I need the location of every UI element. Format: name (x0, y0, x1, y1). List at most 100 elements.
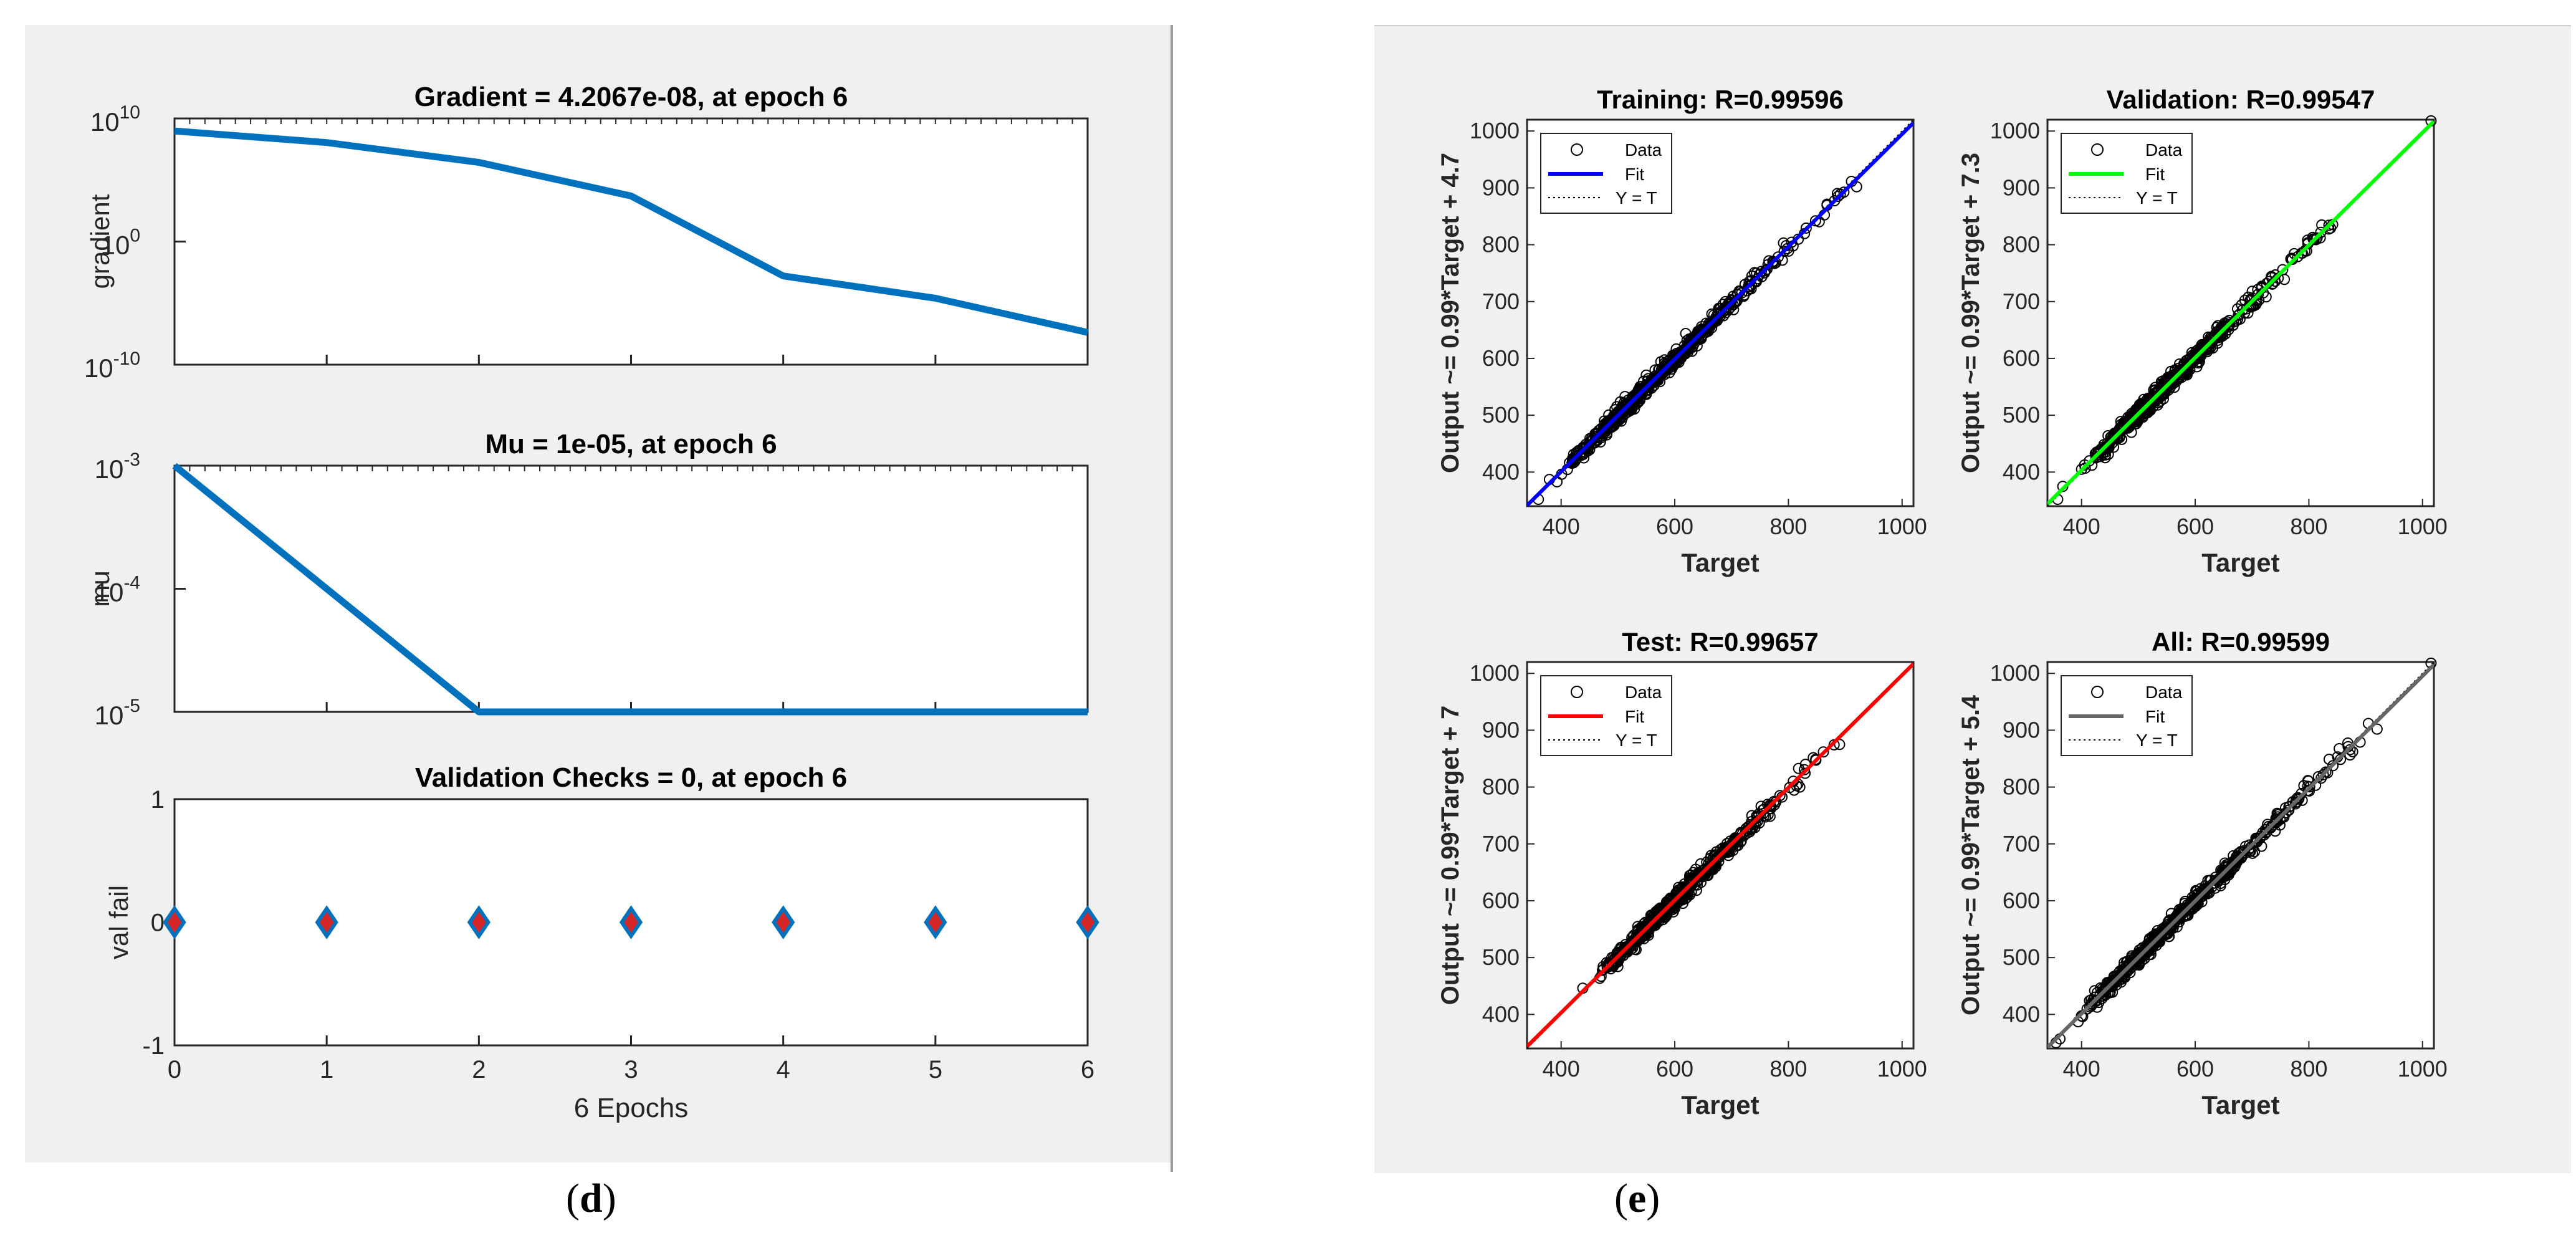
x-tick-label: 1000 (2398, 514, 2448, 539)
data-point (1762, 259, 1774, 271)
data-point (1810, 754, 1822, 766)
x-tick-label: 400 (2063, 1056, 2100, 1082)
legend-identity-label: Y = T (1616, 731, 1657, 750)
data-point (1829, 195, 1841, 206)
data-point (2108, 441, 2119, 453)
x-tick-label: 400 (1543, 1056, 1580, 1082)
panel-label-d-letter: d (579, 1176, 603, 1221)
data-point (1724, 297, 1736, 309)
y-tick-base: 10 (84, 353, 113, 383)
val-check-point (924, 905, 947, 939)
y-axis-label: Output ~= 0.99*Target + 7.3 (1957, 153, 1985, 473)
y-tick-label: 700 (2003, 831, 2040, 857)
legend-fit-label: Fit (1625, 165, 1644, 184)
panel-label-e: (e) (1614, 1176, 1660, 1221)
data-point (1640, 381, 1652, 393)
data-point (2087, 994, 2099, 1005)
data-point (1578, 452, 1590, 464)
data-point (2243, 844, 2254, 856)
y-axis-label: Output ~= 0.99*Target + 4.7 (1437, 153, 1464, 473)
data-point (2171, 912, 2183, 924)
series-line-1 (172, 463, 1088, 716)
x-tick-label: 600 (1656, 1056, 1693, 1082)
y-tick-label: 500 (1482, 402, 1520, 428)
legend-identity-label: Y = T (2136, 731, 2178, 750)
val-check-point (163, 905, 186, 939)
data-point (2175, 910, 2186, 922)
y-tick-label: 600 (2003, 345, 2040, 371)
legend-data-marker (1571, 686, 1583, 698)
y-tick-label: 700 (1482, 831, 1520, 857)
legend-identity-label: Y = T (2136, 188, 2178, 208)
data-point (1694, 867, 1706, 879)
data-point (1620, 403, 1632, 415)
data-point (2076, 1010, 2087, 1022)
data-point (2215, 871, 2227, 883)
val-check-point (619, 905, 643, 939)
x-axis-label: Target (1681, 1090, 1759, 1120)
regression-plot-1: 400 600 800 1000 400 500 600 700 800 900 1000 Data F… (1437, 85, 1927, 577)
y-tick-label: -1 (142, 1032, 165, 1060)
x-tick-label: 1000 (2398, 1056, 2448, 1082)
y-axis-label: Output ~= 0.99*Target + 5.4 (1957, 694, 1985, 1015)
legend-data-marker (2091, 143, 2104, 156)
regression-panel: 400 600 800 1000 400 500 600 700 800 900 1000 Data F… (1374, 25, 2571, 1173)
data-point (2183, 899, 2195, 911)
y-tick-label: 1000 (1470, 660, 1520, 686)
fit-line (2047, 663, 2434, 1048)
data-point (1650, 911, 1662, 923)
x-tick-label: 1000 (1877, 1056, 1927, 1082)
data-point (1597, 964, 1609, 975)
y-tick-label: 700 (1482, 289, 1520, 314)
data-point (1677, 346, 1688, 357)
data-point (1718, 843, 1730, 855)
data-point (1725, 298, 1737, 310)
data-point (1680, 881, 1692, 893)
legend-data-label: Data (2145, 683, 2183, 702)
x-tick-label: 800 (1769, 514, 1807, 539)
y-tick-exponent: -5 (123, 696, 140, 716)
x-tick-label: 5 (929, 1056, 942, 1083)
y-tick-exponent: 0 (130, 226, 140, 246)
data-point (2292, 251, 2304, 262)
y-axis-label-0: gradient (85, 194, 115, 289)
data-point (2105, 976, 2117, 987)
data-point (2104, 978, 2116, 990)
legend-data-label: Data (1625, 683, 1662, 702)
y-axis-label: Output ~= 0.99*Target + 7 (1437, 706, 1464, 1005)
legend-data-marker (1571, 143, 1583, 156)
y-tick-label: 10-10 (84, 348, 140, 383)
x-tick-label: 1 (320, 1056, 333, 1083)
data-point (2335, 754, 2347, 765)
data-point (1752, 811, 1764, 823)
y-tick-label: 1000 (1990, 118, 2040, 143)
data-point (2247, 847, 2258, 859)
data-point (2293, 793, 2305, 805)
data-point (2311, 232, 2323, 244)
data-point (1760, 265, 1771, 277)
data-point (2290, 797, 2302, 808)
y-tick-label: 400 (2003, 459, 2040, 484)
y-tick-label: 1 (151, 786, 165, 813)
data-point (2243, 291, 2254, 303)
y-tick-base: 10 (95, 578, 124, 607)
x-tick-label: 0 (168, 1056, 181, 1083)
x-tick-label: 1000 (1877, 514, 1927, 539)
data-point (2323, 754, 2335, 765)
fit-line (1527, 121, 1913, 506)
data-point (1799, 764, 1810, 775)
data-point (1602, 420, 1614, 431)
y-tick-label: 500 (2003, 402, 2040, 428)
y-tick-label: 10-4 (95, 573, 140, 607)
x-axis-label: Target (2201, 1090, 2279, 1120)
data-point (2164, 922, 2175, 934)
training-state-panel: 1010 100 10-10 Gradient = 4.2067e-08, at ep… (25, 25, 1172, 1163)
y-tick-label: 100 (101, 226, 140, 260)
y-tick-exponent: -3 (123, 449, 140, 470)
data-point (1817, 746, 1829, 758)
data-point (2208, 878, 2219, 889)
x-tick-label: 600 (1656, 514, 1693, 539)
panel-label-e-letter: e (1627, 1176, 1647, 1221)
data-point (2163, 377, 2175, 388)
data-point (2298, 780, 2310, 792)
